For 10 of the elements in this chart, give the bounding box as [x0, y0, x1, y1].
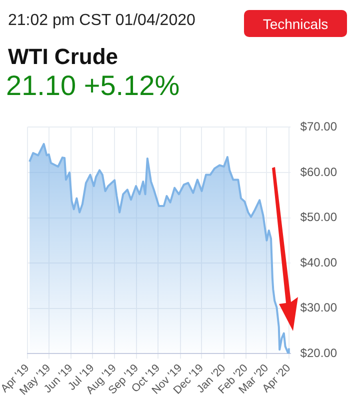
y-tick-label: $40.00: [300, 255, 338, 270]
y-tick-label: $70.00: [300, 120, 338, 134]
y-tick-label: $30.00: [300, 300, 338, 315]
y-tick-label: $20.00: [300, 346, 338, 360]
chart-subtitle: 21:02 pm CST 01/04/2020: [8, 12, 196, 30]
y-tick-label: $60.00: [300, 164, 338, 179]
y-tick-label: $50.00: [300, 210, 338, 224]
text: Technicals: [244, 10, 347, 37]
chart-title: WTI Crude: [8, 44, 118, 70]
text: 21.10 +5.12%: [6, 70, 180, 102]
